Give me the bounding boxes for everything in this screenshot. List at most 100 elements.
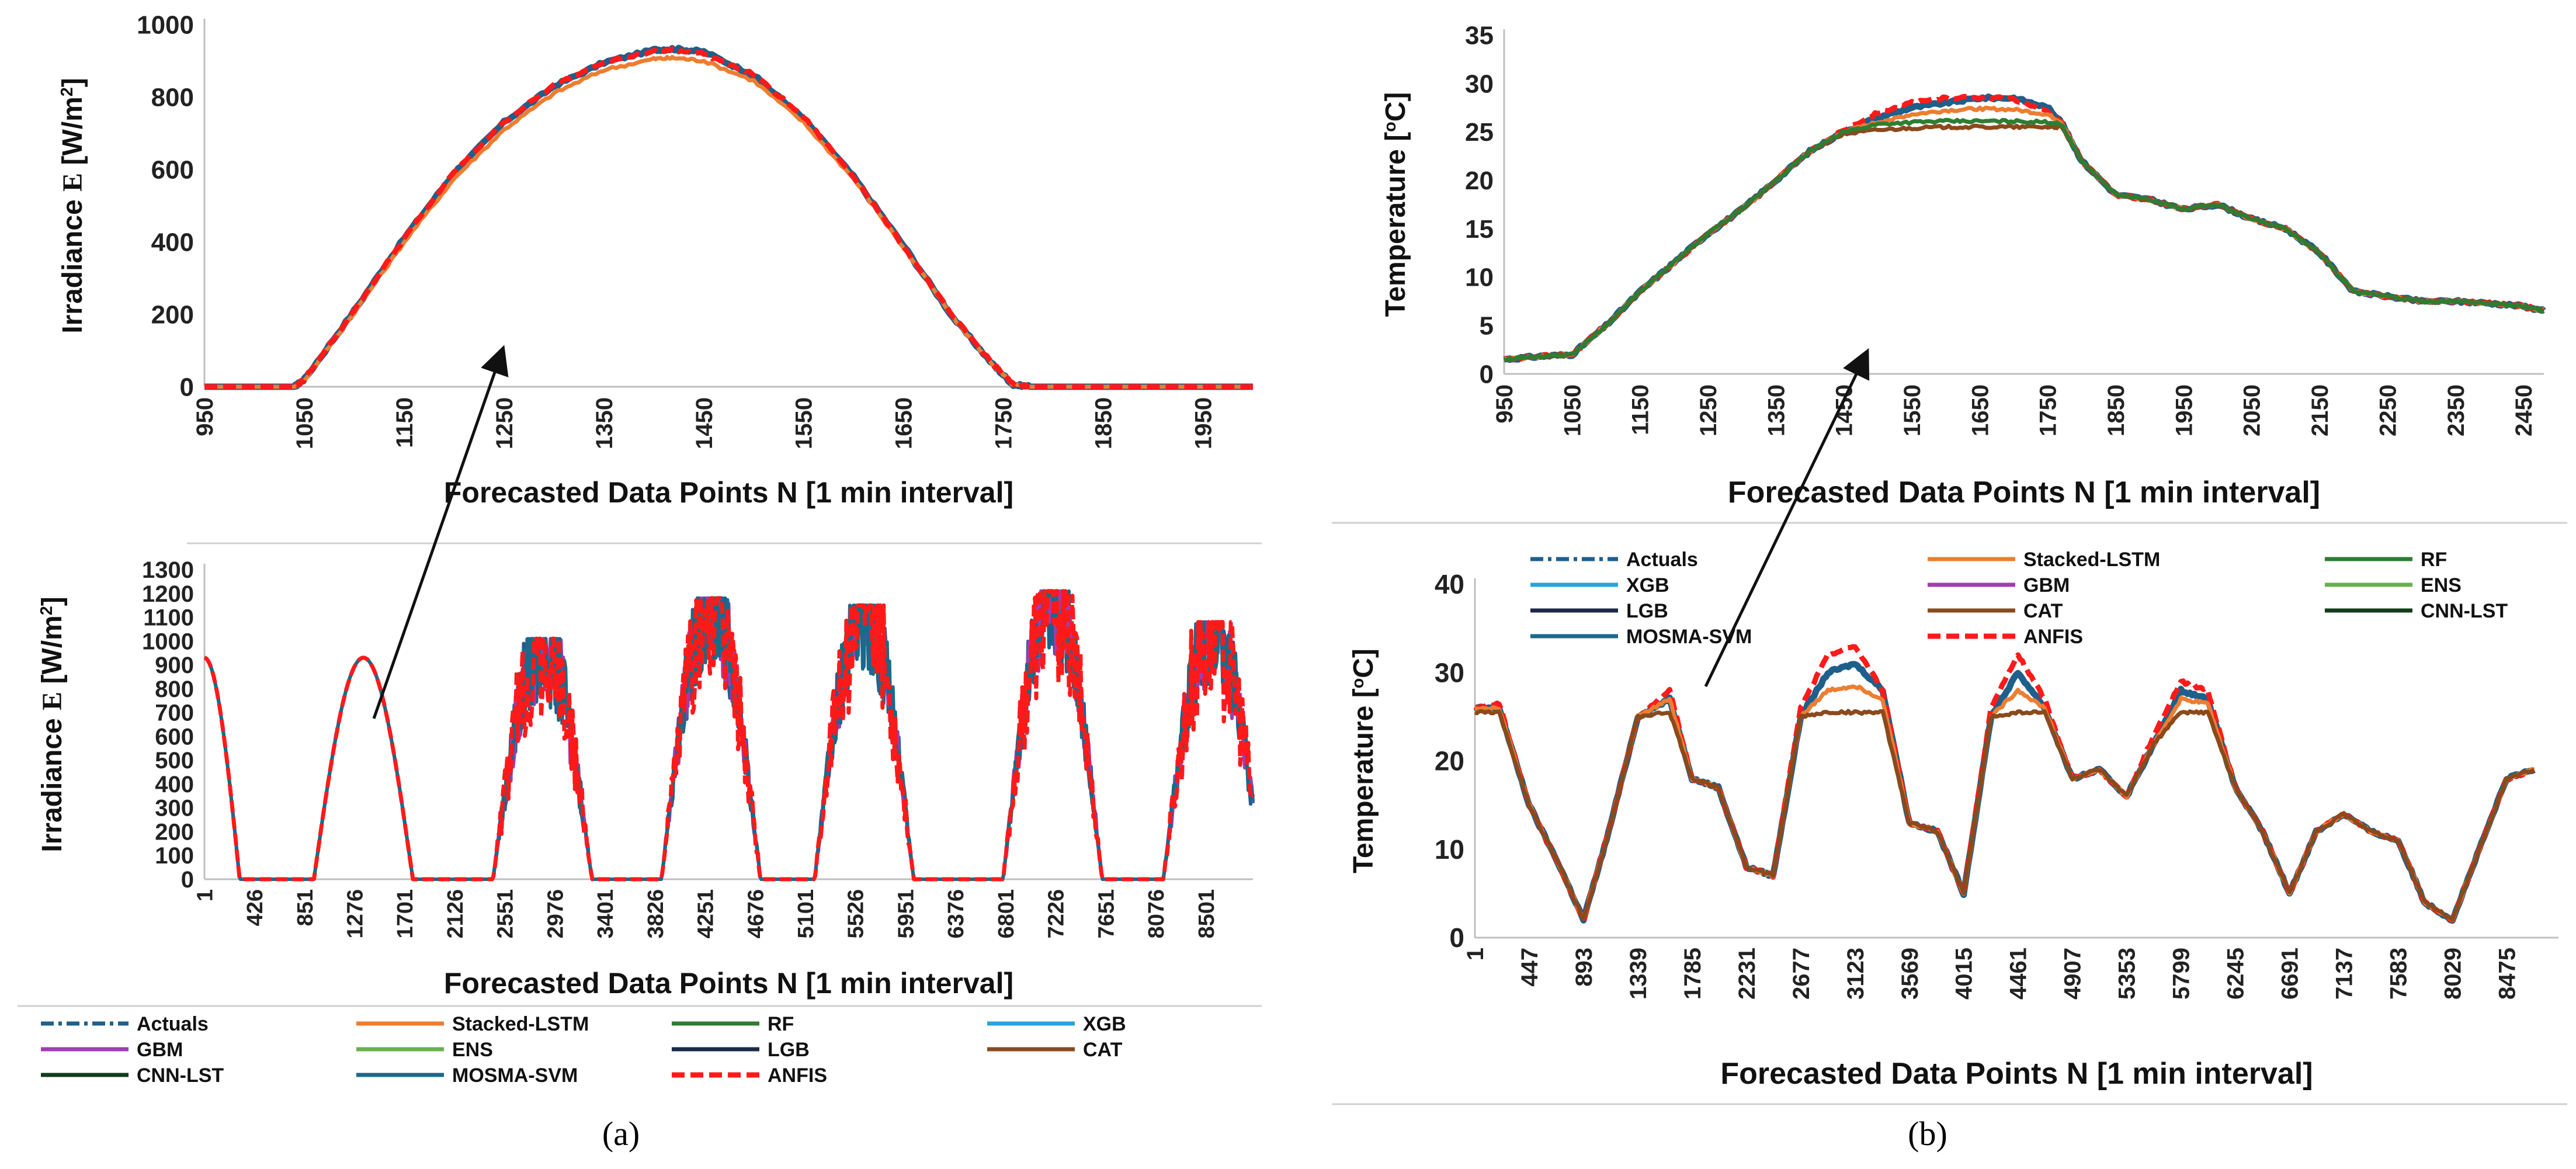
y-tick-label: 800 — [155, 677, 194, 702]
x-tick-label: 1250 — [1696, 384, 1721, 436]
legend-label-xgb: XGB — [1083, 1013, 1126, 1035]
chart-b-bottom: 0 10 20 30 40 1 447 893 1339 1785 2231 2677 3123 3569… — [1348, 569, 2558, 1091]
x-tick-label: 1850 — [1091, 397, 1117, 449]
x-tick-label: 4015 — [1952, 948, 1977, 1000]
x-tick-label: 8475 — [2494, 948, 2520, 1000]
y-tick-label: 1200 — [142, 581, 194, 607]
x-axis-label: Forecasted Data Points N [1 min interval… — [444, 967, 1013, 1000]
y-label-text: Irradiance — [57, 192, 88, 334]
legend-label-cat: CAT — [2023, 600, 2063, 622]
x-tick-label: 8076 — [1144, 889, 1169, 939]
x-tick-label: 1050 — [292, 397, 318, 449]
x-tick-label: 5799 — [2169, 948, 2195, 1000]
legend-label-rf: RF — [2421, 549, 2447, 571]
y-tick-label: 700 — [155, 700, 194, 726]
legend-label-cat: CAT — [1083, 1039, 1123, 1061]
x-tick-label: 1850 — [2103, 384, 2129, 436]
x-tick-label: 1950 — [2171, 384, 2197, 436]
x-tick-label: 4461 — [2006, 948, 2032, 1000]
y-axis-label: Irradiance E [W/m2] — [57, 78, 88, 333]
x-tick-label: 3569 — [1897, 948, 1923, 1000]
x-tick-label: 5526 — [844, 889, 869, 939]
legend-label-stacked-lstm: Stacked-LSTM — [2023, 549, 2160, 571]
x-tick-label: 2250 — [2375, 384, 2401, 436]
x-tick-label: 1050 — [1560, 384, 1585, 436]
y-tick-label: 20 — [1435, 746, 1464, 776]
legend-label-actuals: Actuals — [137, 1013, 209, 1035]
y-tick-label: 15 — [1465, 215, 1494, 244]
y-tick-label: 0 — [1480, 360, 1494, 388]
y-axis-label: Temperature [oC] — [1348, 648, 1379, 873]
x-tick-label: 1150 — [1628, 384, 1654, 435]
panel-label-b: (b) — [1908, 1115, 1947, 1153]
y-tick-label: 0 — [180, 373, 194, 401]
x-tick-label: 3123 — [1843, 948, 1869, 1000]
x-tick-label: 7137 — [2332, 948, 2358, 1000]
x-tick-label: 2126 — [443, 889, 468, 939]
x-tick-label: 6691 — [2278, 948, 2303, 1000]
x-tick-label: 1785 — [1680, 948, 1706, 1000]
x-tick-label: 1 — [1463, 948, 1488, 960]
x-tick-label: 4676 — [744, 889, 768, 939]
y-label-end: ] — [37, 596, 68, 606]
y-axis-label: Irradiance E [W/m2] — [37, 596, 68, 852]
y-tick-label: 1000 — [142, 629, 194, 654]
x-tick-label: 4251 — [694, 889, 718, 939]
y-tick-label: 35 — [1465, 21, 1494, 50]
x-tick-label: 1550 — [791, 397, 817, 449]
series-line-cat — [1474, 709, 2536, 922]
series-group — [1473, 644, 2536, 924]
legend-label-stacked-lstm: Stacked-LSTM — [452, 1013, 589, 1035]
x-tick-label: 893 — [1571, 948, 1597, 987]
x-tick-label: 851 — [293, 889, 318, 926]
x-tick-label: 426 — [243, 889, 268, 926]
x-tick-label: 7651 — [1094, 889, 1119, 939]
x-tick-label: 1 — [193, 889, 217, 901]
y-label-symbol: E — [57, 173, 88, 192]
x-tick-label: 1750 — [991, 397, 1017, 449]
x-tick-label: 3401 — [593, 889, 618, 939]
series-group — [203, 589, 1255, 882]
y-label-unit: [W/m — [57, 96, 88, 173]
y-tick-label: 600 — [151, 155, 194, 184]
zoom-arrow-a — [372, 345, 509, 719]
legend-label-gbm: GBM — [2023, 574, 2070, 596]
x-tick-label: 1701 — [393, 889, 418, 939]
x-tick-label: 1650 — [891, 397, 917, 449]
y-tick-label: 10 — [1435, 834, 1464, 865]
y-tick-label: 500 — [155, 748, 194, 773]
series-line-anfis — [203, 589, 1255, 882]
x-tick-label: 5353 — [2115, 948, 2140, 1000]
legend-label-lgb: LGB — [1626, 600, 1668, 622]
y-tick-label: 1100 — [143, 605, 194, 631]
y-tick-label: 25 — [1465, 118, 1494, 147]
y-label-superscript: o — [1349, 678, 1367, 689]
x-tick-label: 1650 — [1967, 384, 1993, 436]
y-tick-label: 5 — [1480, 312, 1494, 341]
y-label-text: Temperature [ — [1380, 132, 1411, 317]
x-tick-label: 1750 — [2036, 384, 2061, 436]
y-label-superscript: 2 — [37, 606, 56, 615]
x-tick-label: 2677 — [1789, 948, 1814, 1000]
x-tick-label: 447 — [1517, 948, 1543, 987]
legend-label-rf: RF — [768, 1013, 794, 1035]
legend-a: Actuals Stacked-LSTM RF XGB GBM ENS LGB CAT CNN-… — [41, 1013, 1126, 1087]
zoom-arrow-b — [1704, 348, 1870, 688]
x-tick-label: 6245 — [2223, 948, 2249, 1000]
x-tick-label: 1250 — [492, 397, 518, 449]
x-tick-label: 1150 — [392, 397, 418, 448]
x-tick-label: 1550 — [1900, 384, 1925, 436]
y-label-superscript: 2 — [58, 87, 77, 96]
y-label-end: C] — [1348, 648, 1379, 678]
legend-label-mosma-svm: MOSMA-SVM — [452, 1064, 578, 1087]
x-tick-label: 1339 — [1626, 948, 1651, 1000]
legend-label-cnn-lst: CNN-LST — [137, 1064, 224, 1087]
x-axis-label: Forecasted Data Points N [1 min interval… — [1728, 476, 2320, 509]
y-tick-label: 800 — [151, 83, 194, 112]
y-tick-label: 30 — [1465, 70, 1494, 98]
x-tick-label: 2231 — [1734, 948, 1760, 1000]
chart-a-top: 0 200 400 600 800 1000 950 1050 1150 1250 1350 1450… — [57, 11, 1253, 509]
x-tick-label: 3826 — [644, 889, 668, 939]
